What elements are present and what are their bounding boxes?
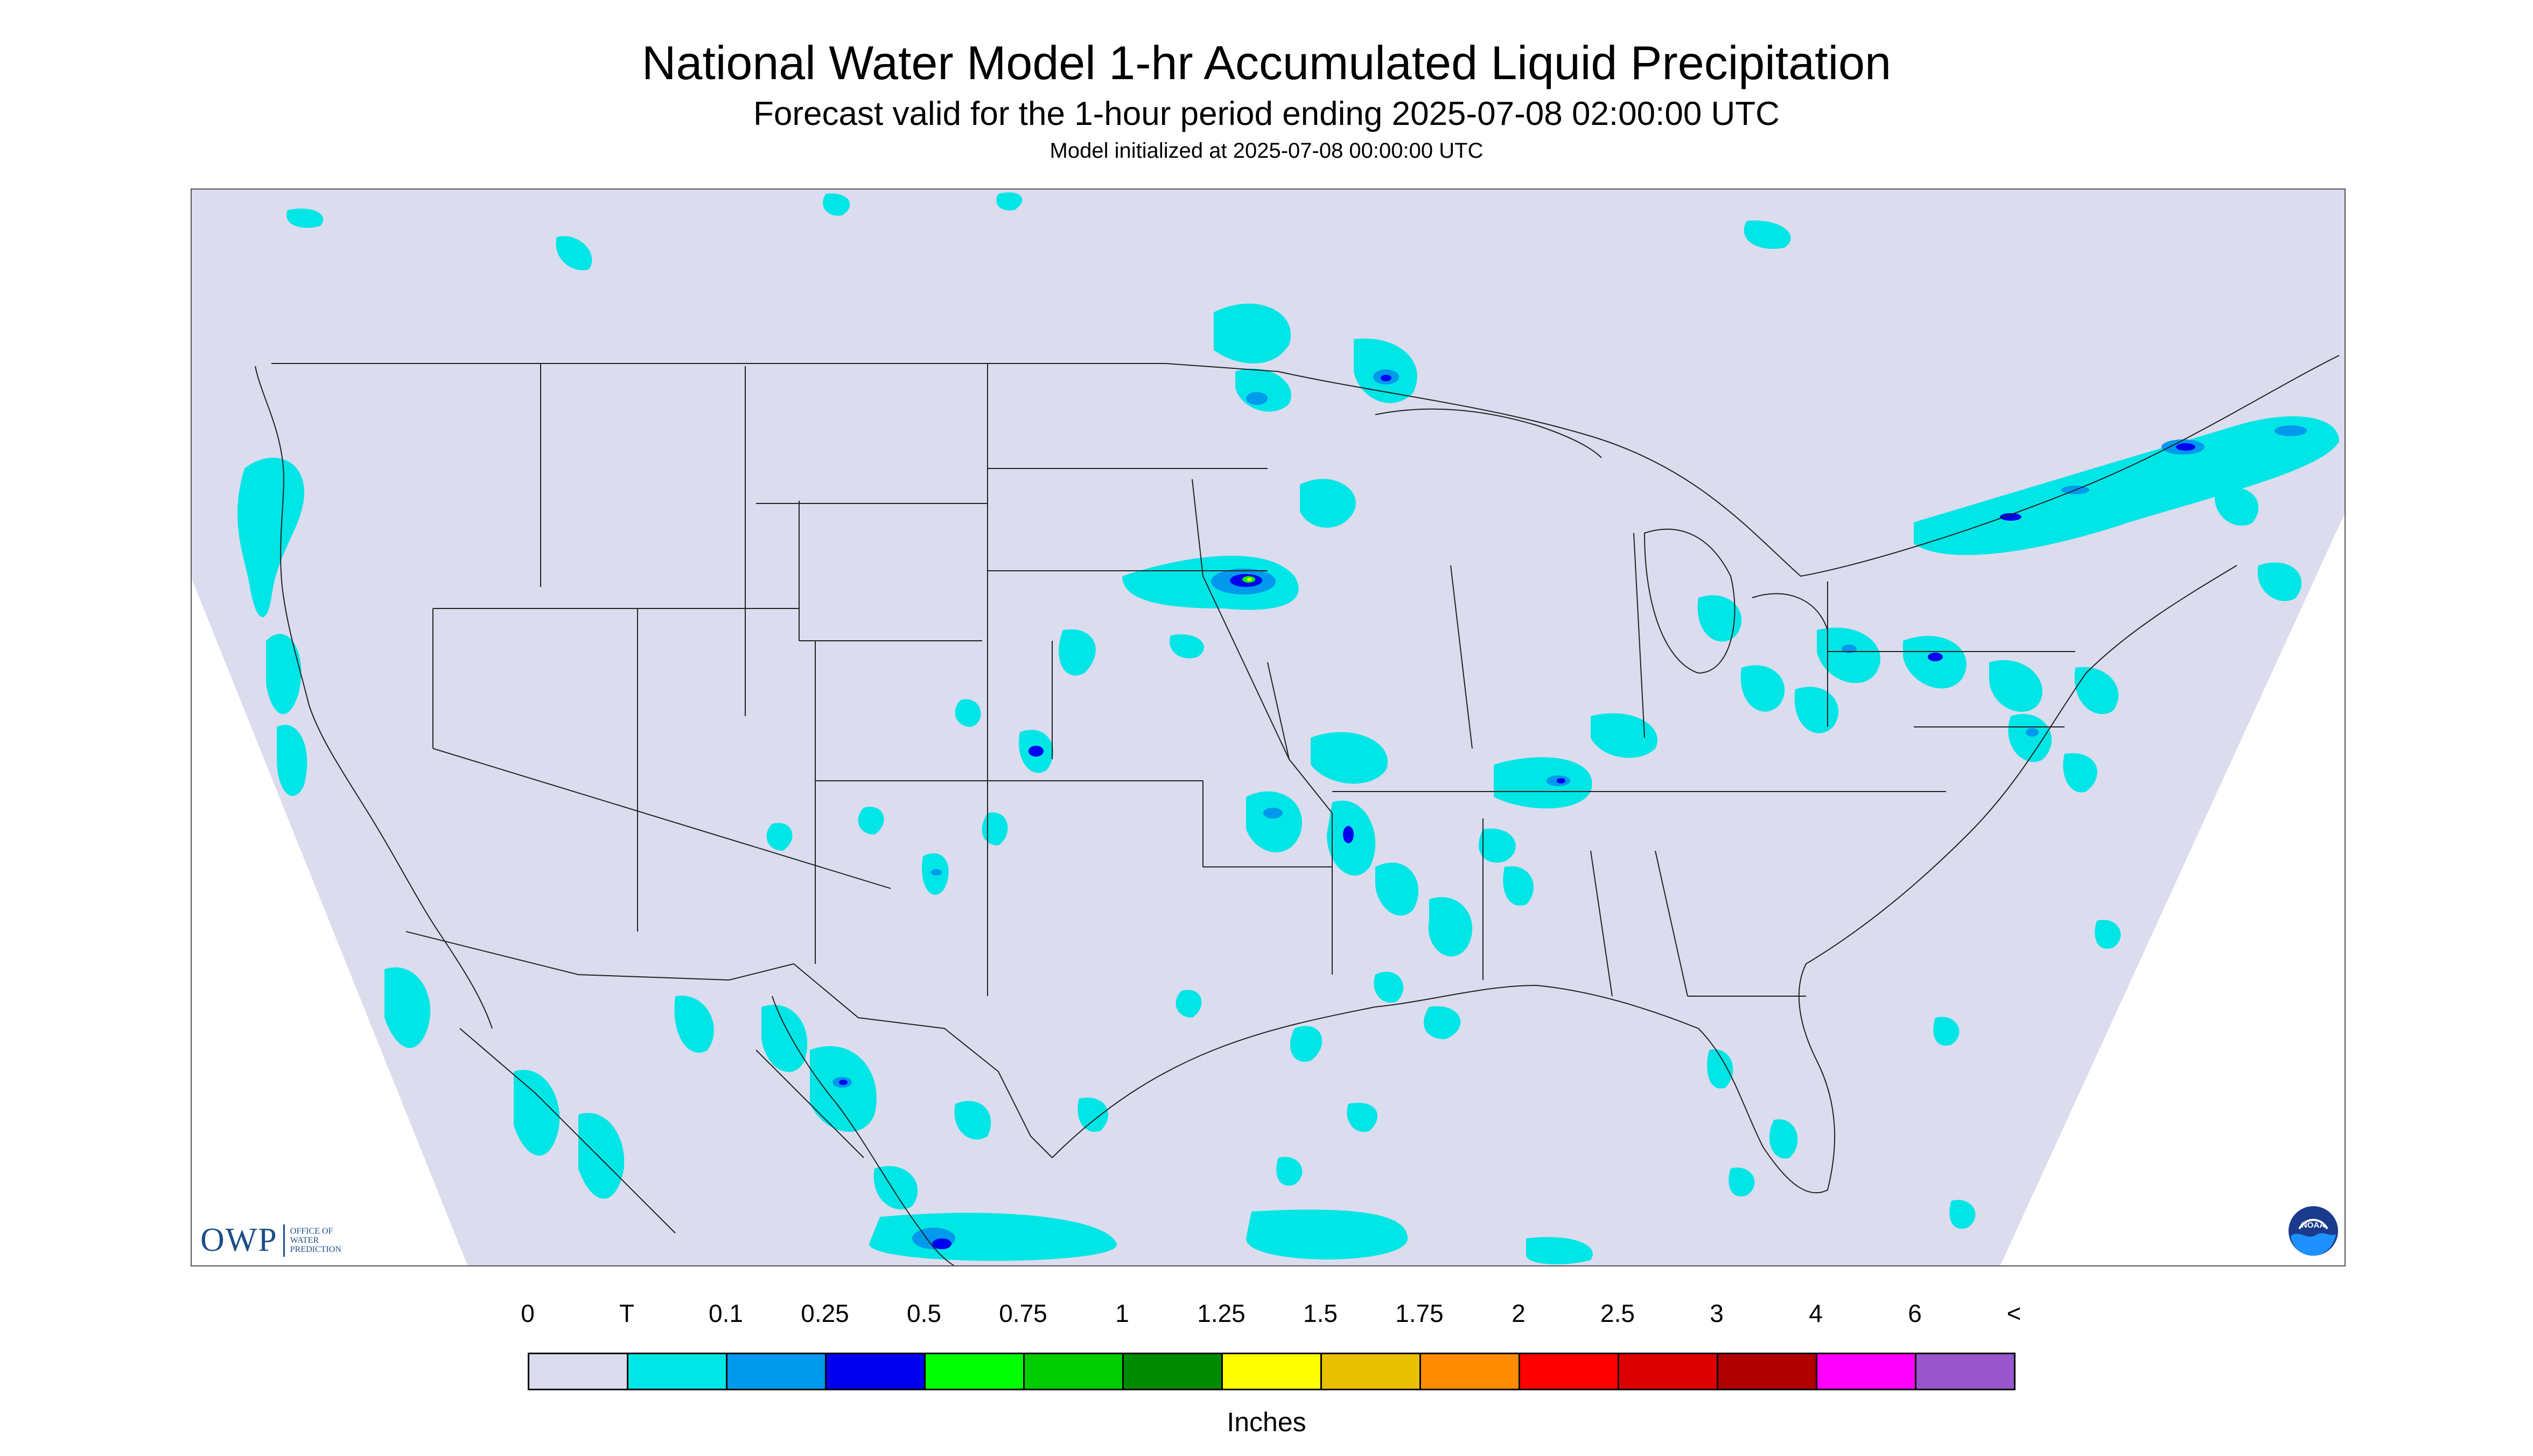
owp-logo-text: OFFICE OF WATER PREDICTION bbox=[290, 1227, 341, 1254]
legend-color-bar bbox=[528, 1353, 2016, 1390]
legend-tick-label: 0.75 bbox=[999, 1299, 1047, 1327]
legend-color-box bbox=[1124, 1354, 1223, 1389]
precip-area-nebraska-south-dakota bbox=[1122, 479, 1356, 659]
precip-area-pacific-northwest bbox=[237, 458, 307, 796]
legend-tick-label: 0 bbox=[521, 1299, 535, 1327]
legend-color-box bbox=[1817, 1354, 1916, 1389]
precip-area-ohio-pennsylvania-new-york bbox=[1697, 595, 2119, 793]
legend-color-box bbox=[1718, 1354, 1817, 1389]
legend-tick-label: 0.25 bbox=[801, 1299, 849, 1327]
legend-tick-label: 2 bbox=[1512, 1299, 1526, 1327]
legend-color-box bbox=[529, 1354, 628, 1389]
owp-logo-divider bbox=[283, 1224, 285, 1257]
legend-color-box bbox=[1322, 1354, 1421, 1389]
legend-tick-label: T bbox=[619, 1299, 635, 1327]
owp-logo: OWP OFFICE OF WATER PREDICTION bbox=[200, 1221, 341, 1259]
legend-units: Inches bbox=[1227, 1407, 1306, 1437]
precip-area-mississippi-valley bbox=[1175, 732, 1534, 1062]
owp-logo-line: WATER bbox=[290, 1236, 319, 1245]
legend-tick-label: 1.75 bbox=[1395, 1299, 1444, 1327]
legend-color-box bbox=[926, 1354, 1025, 1389]
legend-color-box bbox=[827, 1354, 926, 1389]
legend-tick-label: 2.5 bbox=[1600, 1299, 1635, 1327]
legend-tick-label: 0.5 bbox=[907, 1299, 941, 1327]
legend-tick-label: 4 bbox=[1809, 1299, 1823, 1327]
precip-area-northern-minnesota bbox=[1214, 303, 1417, 412]
legend-color-box bbox=[1619, 1354, 1718, 1389]
legend-color-box bbox=[727, 1354, 827, 1389]
map-frame bbox=[191, 188, 2346, 1266]
map-title: National Water Model 1-hr Accumulated Li… bbox=[641, 36, 1892, 89]
state-boundaries bbox=[271, 355, 2340, 997]
owp-logo-line: OFFICE OF bbox=[290, 1227, 333, 1236]
precip-area-southwest-mexico bbox=[384, 967, 1109, 1210]
noaa-logo-text: NOAA bbox=[2301, 1221, 2325, 1230]
border-mexico bbox=[405, 931, 1053, 1234]
owp-logo-line: PREDICTION bbox=[290, 1245, 341, 1254]
legend-tick-label: 3 bbox=[1710, 1299, 1724, 1327]
map-data-region bbox=[191, 188, 2346, 1266]
legend-color-box bbox=[628, 1354, 727, 1389]
precip-area-canada-north bbox=[286, 192, 1791, 270]
forecast-valid-subtitle: Forecast valid for the 1-hour period end… bbox=[753, 95, 1780, 132]
legend-tick-label: 1 bbox=[1115, 1299, 1129, 1327]
precip-area-great-plains bbox=[955, 629, 1096, 773]
precip-area-kentucky-tennessee bbox=[1479, 713, 1657, 863]
legend-color-box bbox=[1520, 1354, 1619, 1389]
precipitation-map bbox=[191, 188, 2346, 1266]
legend-tick-label: 1.25 bbox=[1197, 1299, 1245, 1327]
precip-area-gulf-florida bbox=[869, 920, 2121, 1265]
legend-tick-label: 0.1 bbox=[709, 1299, 743, 1327]
noaa-logo: NOAA bbox=[2289, 1206, 2338, 1256]
precip-area-new-mexico bbox=[766, 807, 1008, 895]
legend-tick-label: 1.5 bbox=[1303, 1299, 1338, 1327]
owp-logo-mark: OWP bbox=[200, 1222, 278, 1258]
legend-tick-label: 6 bbox=[1908, 1299, 1922, 1327]
legend-color-box bbox=[1223, 1354, 1322, 1389]
legend-color-box bbox=[1421, 1354, 1520, 1389]
coastlines bbox=[255, 366, 2237, 1266]
legend-color-box bbox=[1916, 1354, 2014, 1389]
legend-color-box bbox=[1025, 1354, 1124, 1389]
model-init-line: Model initialized at 2025-07-08 00:00:00… bbox=[1049, 139, 1484, 163]
precip-area-new-england-quebec bbox=[1914, 416, 2339, 601]
legend-tick-label: < bbox=[2006, 1299, 2021, 1327]
